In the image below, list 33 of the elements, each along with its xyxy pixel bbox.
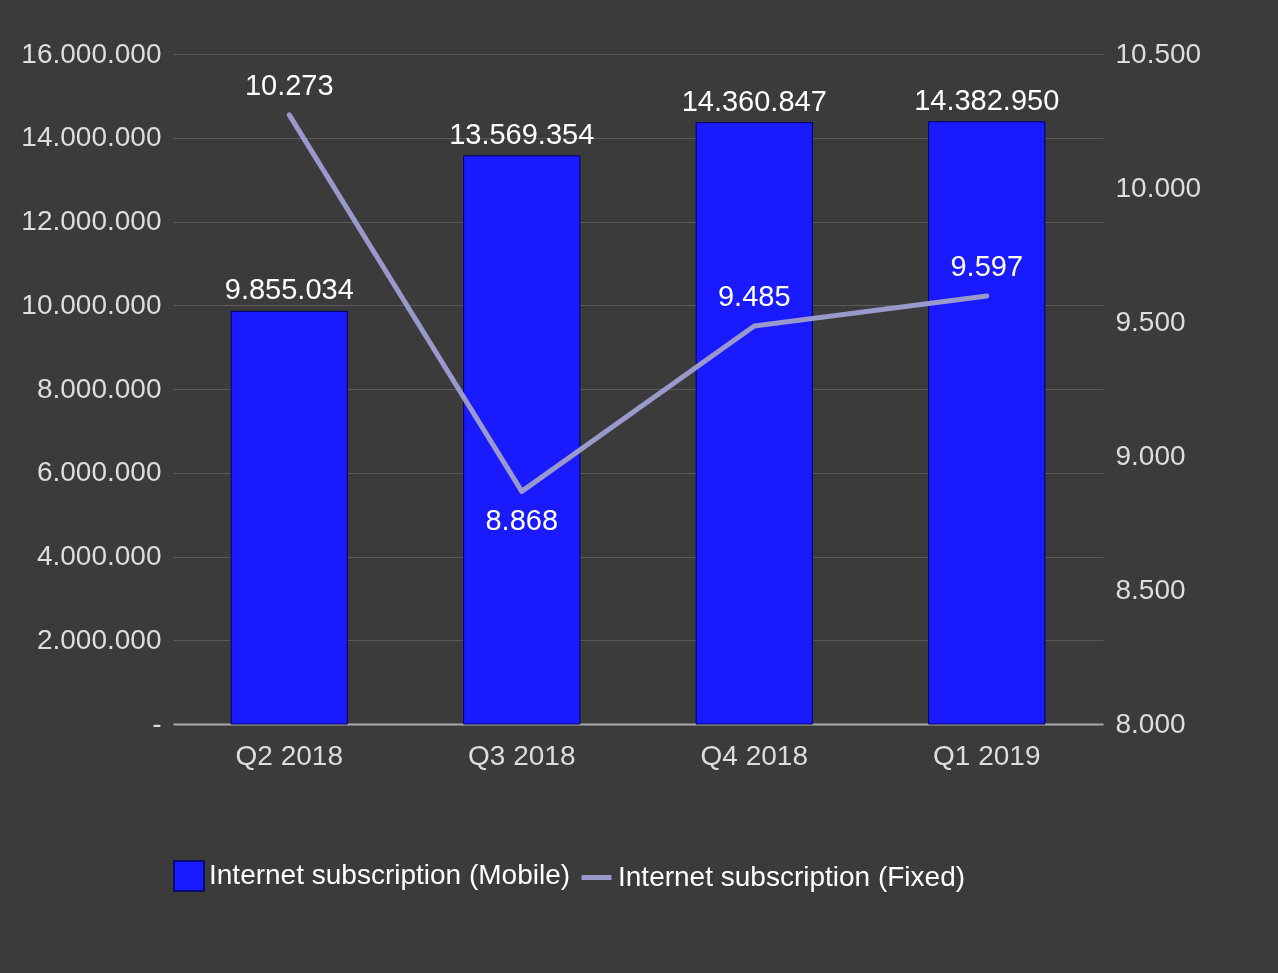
y-tick-label: 12.000.000 [21,205,162,236]
y-tick-label: 4.000.000 [36,540,162,571]
y2-tick-label: 9.000 [1115,439,1186,471]
data-label: 14.360.847 [681,84,827,117]
legend-label: Internet subscription (Mobile) [209,859,571,890]
y-tick-label: 10.000.000 [21,288,162,320]
y-tick-label: - [152,707,162,739]
y2-tick-label: 8.000 [1115,707,1186,739]
data-label: 9.485 [717,280,791,313]
y2-tick-label: 10.000 [1115,171,1202,203]
bar [230,310,348,725]
x-tick-label: Q2 2018 [235,739,343,771]
y2-tick-label: 8.500 [1115,573,1186,605]
x-tick-label: Q4 2018 [700,739,808,771]
bar [928,121,1046,725]
y-tick-label: 6.000.000 [36,456,162,488]
bar [463,155,581,725]
bar [695,122,813,725]
x-tick-label: Q1 2019 [933,739,1041,771]
y2-tick-label: 9.500 [1115,305,1186,337]
data-label: 9.597 [950,250,1024,282]
legend-label: Internet subscription (Fixed) [618,860,966,892]
data-label: 9.855.034 [224,273,354,306]
data-label: 14.382.950 [914,83,1060,116]
y-tick-label: 8.000.000 [36,372,162,404]
y-tick-label: 16.000.000 [21,37,162,69]
data-label: 8.868 [485,504,559,537]
y-tick-label: 2.000.000 [36,623,162,655]
data-label: 10.273 [244,68,334,101]
y-tick-label: 14.000.000 [21,121,162,153]
y2-tick-label: 10.500 [1115,37,1202,69]
data-label: 13.569.354 [449,117,595,150]
x-tick-label: Q3 2018 [468,739,576,771]
